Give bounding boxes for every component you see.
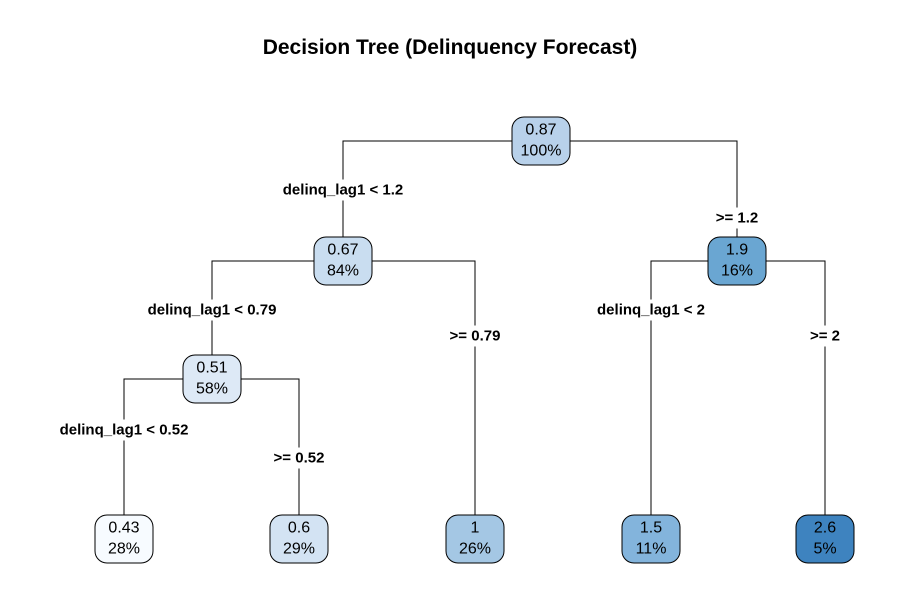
tree-node-n3: 1.916%	[707, 236, 767, 286]
split-label-text: delinq_lag1 < 0.52	[60, 422, 189, 439]
tree-node-n2: 0.67 84%	[313, 236, 373, 286]
node-box	[621, 514, 681, 564]
node-value: 0.6	[288, 520, 310, 537]
edge-n1-n2	[342, 140, 541, 237]
split-label-text: delinq_lag1 < 0.79	[148, 302, 277, 319]
node-value: 0.87	[525, 122, 556, 139]
tree-edges	[123, 140, 826, 515]
split-label-s6: >= 2	[806, 325, 844, 347]
tree-node-n4: 0.51 58%	[182, 354, 242, 404]
edge-n2-n4	[211, 260, 343, 355]
node-value: 1.9	[726, 242, 748, 259]
node-value: 0.51	[196, 360, 227, 377]
node-box	[269, 514, 329, 564]
split-label-background	[806, 325, 844, 347]
split-label-s4: >= 0.79	[446, 325, 504, 347]
split-label-background	[712, 207, 762, 229]
split-label-s2: >= 1.2	[712, 207, 762, 229]
split-label-s8: >= 0.52	[270, 447, 328, 469]
split-label-s1: delinq_lag1 < 1.2	[279, 179, 407, 201]
node-box	[707, 236, 767, 286]
split-labels: delinq_lag1 < 1.2 >= 1.2 delinq_lag1 < 0.7…	[56, 179, 844, 469]
split-label-background	[144, 299, 280, 321]
tree-node-n7: 2.65%	[795, 514, 855, 564]
edge-n1-n3	[541, 140, 738, 237]
tree-node-n9: 0.629%	[269, 514, 329, 564]
tree-node-n6: 1.511%	[621, 514, 681, 564]
split-label-background	[279, 179, 407, 201]
split-label-text: >= 2	[810, 328, 840, 345]
split-label-s7: delinq_lag1 < 0.52	[56, 419, 192, 441]
node-value: 0.67	[327, 242, 358, 259]
split-label-background	[56, 419, 192, 441]
node-box	[445, 514, 505, 564]
node-percent: 5%	[813, 541, 836, 558]
node-value: 1.5	[640, 520, 662, 537]
node-percent: 26%	[459, 541, 491, 558]
tree-nodes: 0.87100%0.6784%1.916%0.5158%126%1.511%2.…	[94, 116, 855, 564]
split-label-background	[446, 325, 504, 347]
node-percent: 84%	[327, 263, 359, 280]
node-percent: 29%	[283, 541, 315, 558]
node-percent: 16%	[721, 263, 753, 280]
split-label-background	[594, 299, 708, 321]
tree-node-n1: 0.87 100%	[511, 116, 571, 166]
node-box	[313, 236, 373, 286]
edge-n3-n7	[737, 260, 826, 515]
node-box	[795, 514, 855, 564]
tree-node-n8: 0.43 28%	[94, 514, 154, 564]
node-box	[182, 354, 242, 404]
node-percent: 28%	[108, 541, 140, 558]
node-box	[511, 116, 571, 166]
edge-n2-n5	[343, 260, 476, 515]
split-label-text: delinq_lag1 < 2	[597, 302, 705, 319]
split-label-background	[270, 447, 328, 469]
chart-title: Decision Tree (Delinquency Forecast)	[262, 36, 638, 59]
edge-n3-n6	[650, 260, 737, 515]
node-percent: 11%	[636, 541, 667, 558]
split-label-s3: delinq_lag1 < 0.79	[144, 299, 280, 321]
split-label-text: >= 0.79	[450, 328, 501, 345]
node-value: 1	[471, 520, 480, 537]
split-label-text: >= 0.52	[274, 450, 325, 467]
node-percent: 58%	[196, 381, 228, 398]
split-label-text: >= 1.2	[716, 210, 759, 227]
node-value: 0.43	[108, 520, 139, 537]
node-percent: 100%	[521, 143, 562, 160]
node-box	[94, 514, 154, 564]
split-label-s5: delinq_lag1 < 2	[594, 299, 708, 321]
tree-node-n5: 126%	[445, 514, 505, 564]
split-label-text: delinq_lag1 < 1.2	[283, 182, 403, 199]
node-value: 2.6	[814, 520, 836, 537]
